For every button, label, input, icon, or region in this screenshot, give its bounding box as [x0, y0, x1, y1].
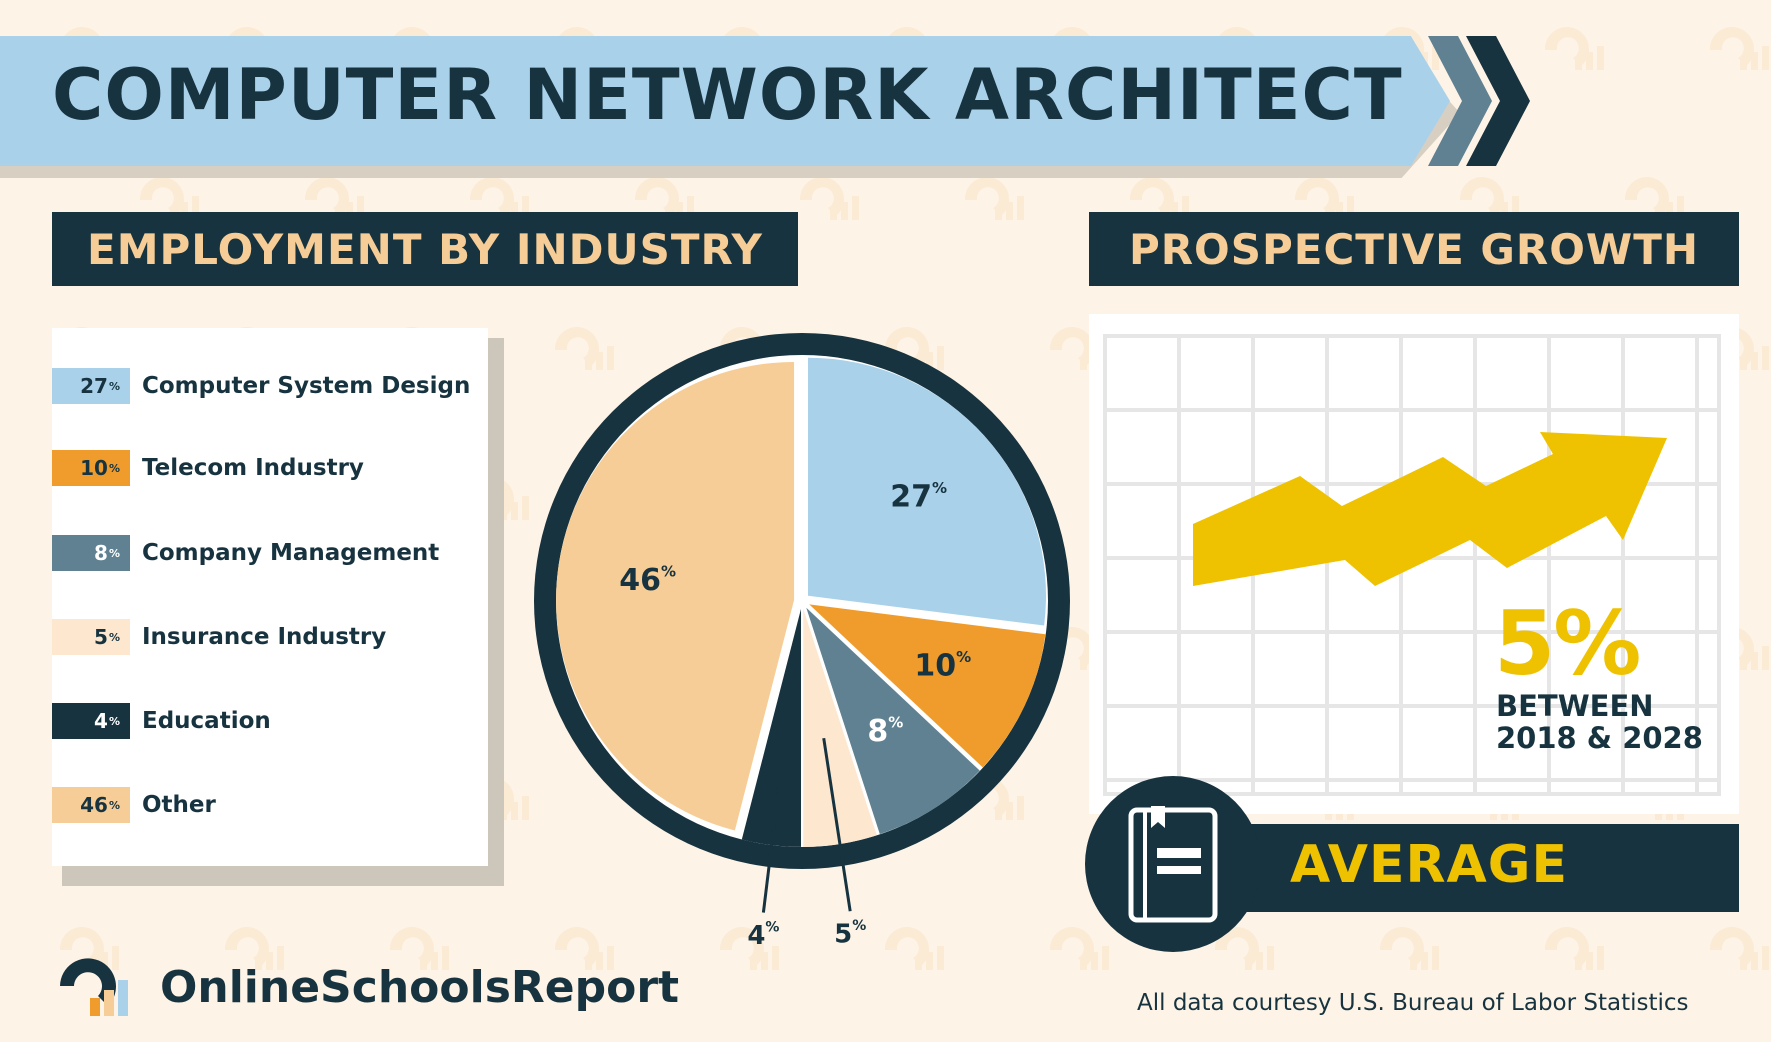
legend-item: 10% Telecom Industry: [52, 448, 364, 488]
growth-value: 5%: [1494, 592, 1641, 695]
brand-name: OnlineSchoolsReport: [160, 962, 680, 1013]
legend-item: 5% Insurance Industry: [52, 617, 386, 657]
pie-slice: [556, 361, 795, 831]
legend-label: Computer System Design: [142, 373, 471, 399]
pie-leader-line: [761, 738, 787, 913]
rating-badge: [1085, 776, 1261, 952]
legend-swatch: 5%: [52, 619, 130, 655]
legend-item: 8% Company Management: [52, 533, 439, 573]
growth-period-line2: 2018 & 2028: [1496, 721, 1703, 755]
legend-item: 46% Other: [52, 785, 216, 825]
pie-slice: [803, 608, 877, 847]
pie-value-unit: %: [932, 479, 947, 497]
pie-slice: [809, 604, 1046, 768]
growth-rating: AVERAGE: [1290, 835, 1568, 895]
pie-slice: [806, 607, 980, 835]
legend-label: Education: [142, 708, 271, 734]
legend-unit: %: [108, 379, 120, 393]
growth-header: PROSPECTIVE GROWTH: [1089, 212, 1739, 286]
grid-border: [1103, 334, 1721, 796]
legend-item: 4% Education: [52, 701, 271, 741]
pie-value-unit: %: [956, 648, 971, 666]
legend-value: 27: [80, 374, 108, 398]
pie-value-label: 4%: [747, 920, 779, 952]
legend-label: Company Management: [142, 540, 440, 566]
employment-header: EMPLOYMENT BY INDUSTRY: [52, 212, 798, 286]
title-banner: [0, 36, 1450, 166]
legend-swatch: 27%: [52, 368, 130, 404]
pie-value-label: 10%: [914, 648, 971, 684]
pie-slice: [808, 357, 1047, 626]
page-title: COMPUTER NETWORK ARCHITECT: [52, 54, 1403, 136]
legend-value: 4: [94, 709, 108, 733]
pie-value-unit: %: [852, 918, 866, 934]
pie-slice: [741, 608, 801, 847]
legend-value: 8: [94, 541, 108, 565]
brand-logo-icon: [60, 958, 128, 1016]
legend-unit: %: [108, 546, 120, 560]
legend-swatch: 8%: [52, 535, 130, 571]
legend-label: Other: [142, 792, 216, 818]
legend-item: 27% Computer System Design: [52, 366, 470, 406]
pie-value-label: 5%: [834, 918, 866, 950]
pie-value-label: 8%: [867, 713, 903, 749]
pie-value-unit: %: [661, 562, 676, 580]
pie-leader-line: [822, 737, 852, 912]
double-chevron-icon: [1428, 36, 1530, 166]
legend-swatch: 10%: [52, 450, 130, 486]
data-credit: All data courtesy U.S. Bureau of Labor S…: [1137, 990, 1689, 1016]
legend-panel: 27% Computer System Design 10% Telecom I…: [52, 328, 488, 866]
pie-value-unit: %: [888, 713, 903, 731]
legend-unit: %: [108, 798, 120, 812]
legend-swatch: 4%: [52, 703, 130, 739]
growth-grid: [1103, 334, 1721, 796]
legend-unit: %: [108, 461, 120, 475]
legend-swatch: 46%: [52, 787, 130, 823]
pie-value-unit: %: [765, 920, 779, 936]
legend-value: 46: [80, 793, 108, 817]
legend-label: Telecom Industry: [142, 455, 364, 481]
legend-label: Insurance Industry: [142, 624, 387, 650]
legend-value: 5: [94, 625, 108, 649]
legend-unit: %: [108, 630, 120, 644]
legend-unit: %: [108, 714, 120, 728]
rating-bar: [1240, 824, 1739, 912]
book-icon: [1128, 806, 1218, 923]
growth-period: BETWEEN 2018 & 2028: [1496, 690, 1703, 754]
legend-value: 10: [80, 456, 108, 480]
growth-period-line1: BETWEEN: [1496, 689, 1654, 723]
